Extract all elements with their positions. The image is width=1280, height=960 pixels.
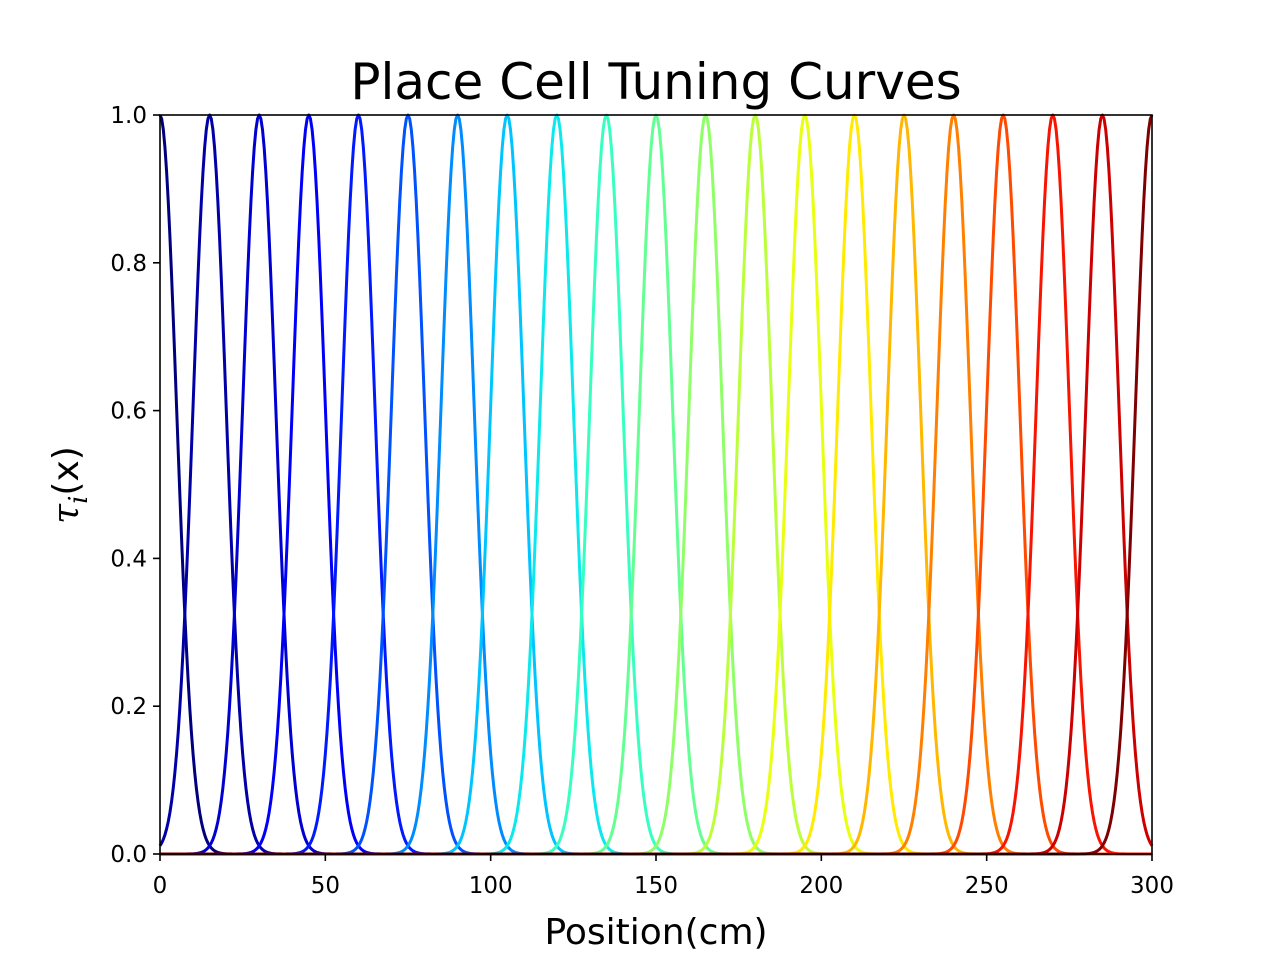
tuning-curve-15 xyxy=(160,113,1152,856)
tuning-curve-1 xyxy=(158,113,1152,856)
y-tick-label: 0.6 xyxy=(110,399,147,425)
tuning-curve-19 xyxy=(160,113,1154,856)
y-tick-label: 1.0 xyxy=(110,103,147,129)
tuning-curve-8 xyxy=(160,113,1152,856)
tuning-curve-6 xyxy=(160,113,1152,856)
tuning-curve-16 xyxy=(160,113,1152,856)
x-tick-label: 0 xyxy=(153,873,168,899)
y-axis-label-subscript: i xyxy=(64,496,94,504)
tuning-curve-7 xyxy=(160,113,1152,856)
tuning-curve-5 xyxy=(160,113,1152,856)
tuning-curve-0 xyxy=(158,114,1152,856)
tuning-curve-14 xyxy=(160,113,1152,856)
tuning-curve-12 xyxy=(160,113,1152,856)
tuning-curve-11 xyxy=(160,113,1152,856)
y-tick-label: 0.0 xyxy=(110,842,147,868)
axis-ticks: 0 50 100 150 200 250 300 0.0 0.2 0.4 0.6 0.8 1.0 xyxy=(110,103,1174,899)
series-curves xyxy=(158,113,1154,856)
tuning-curve-13 xyxy=(160,113,1152,856)
x-tick-label: 200 xyxy=(799,873,843,899)
tuning-curve-17 xyxy=(160,113,1152,856)
x-tick-label: 300 xyxy=(1130,873,1174,899)
y-tick-label: 0.2 xyxy=(110,694,147,720)
tuning-curve-3 xyxy=(160,113,1152,856)
x-tick-label: 50 xyxy=(311,873,340,899)
tuning-curve-9 xyxy=(160,113,1152,856)
y-tick-label: 0.4 xyxy=(110,546,147,572)
x-tick-label: 100 xyxy=(469,873,513,899)
y-tick-label: 0.8 xyxy=(110,251,147,277)
x-tick-label: 150 xyxy=(634,873,678,899)
tuning-curve-2 xyxy=(160,113,1152,856)
tuning-curve-18 xyxy=(160,113,1152,856)
y-axis-label-symbol: τ xyxy=(46,503,87,524)
y-axis-label: τi(x) xyxy=(46,446,94,524)
tuning-curve-20 xyxy=(160,114,1154,856)
tuning-curve-4 xyxy=(160,113,1152,856)
tuning-curve-10 xyxy=(160,113,1152,856)
x-axis-label: Position(cm) xyxy=(544,912,767,953)
chart-title: Place Cell Tuning Curves xyxy=(350,53,961,111)
plot-frame xyxy=(159,114,1153,855)
x-tick-label: 250 xyxy=(965,873,1009,899)
y-axis-label-suffix: (x) xyxy=(46,446,87,495)
